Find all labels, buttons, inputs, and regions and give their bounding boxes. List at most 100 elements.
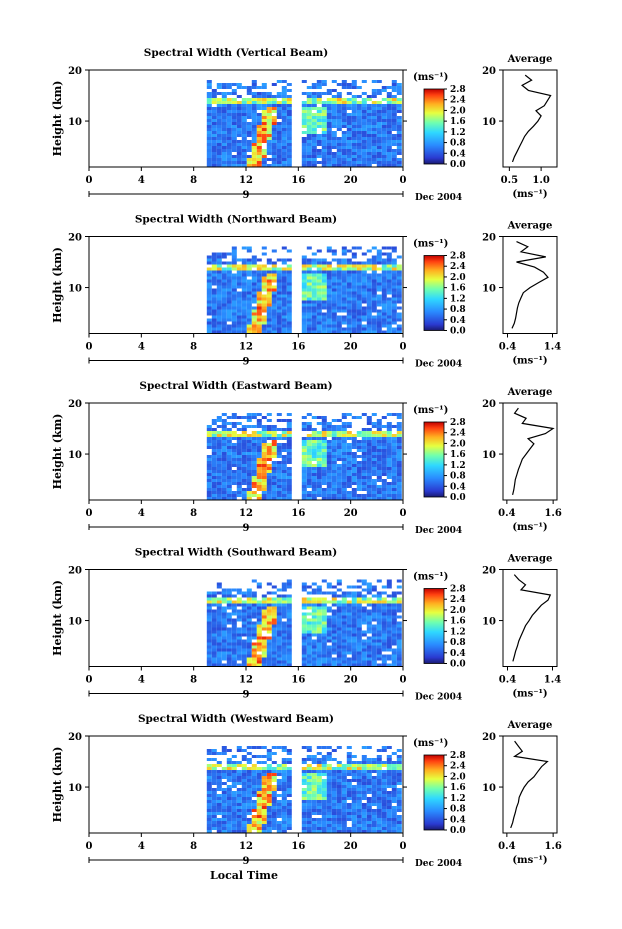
heatmap-cell xyxy=(356,761,362,764)
heatmap-cell xyxy=(221,791,227,794)
heatmap-cell xyxy=(366,249,372,253)
heatmap-cell xyxy=(251,80,257,83)
heatmap-cell xyxy=(266,618,272,622)
heatmap-cell xyxy=(221,110,227,113)
heatmap-cell xyxy=(321,122,327,125)
heatmap-cell xyxy=(326,615,332,619)
heatmap-cell xyxy=(361,98,367,101)
heatmap-cell xyxy=(376,288,382,292)
heatmap-cell xyxy=(326,794,332,797)
heatmap-cell xyxy=(286,324,292,328)
heatmap-cell xyxy=(346,639,352,643)
heatmap-cell xyxy=(386,458,392,461)
heatmap-cell xyxy=(281,621,287,625)
heatmap-cell xyxy=(271,597,277,601)
heatmap-cell xyxy=(341,636,347,640)
heatmap-cell xyxy=(286,140,292,143)
heatmap-cell xyxy=(271,291,277,295)
heatmap-cell xyxy=(396,128,402,131)
heatmap-cell xyxy=(341,446,347,449)
heatmap-cell xyxy=(366,98,372,101)
heatmap-cell xyxy=(346,615,352,619)
heatmap-cell xyxy=(266,324,272,328)
heatmap-cell xyxy=(356,648,362,652)
average-frame xyxy=(502,569,558,667)
avg-x-tick-label: 0.4 xyxy=(499,675,516,686)
heatmap-cell xyxy=(341,131,347,134)
heatmap-cell xyxy=(211,791,217,794)
heatmap-cell xyxy=(376,309,382,313)
heatmap-cell xyxy=(331,464,337,467)
heatmap-cell xyxy=(346,600,352,604)
heatmap-cell xyxy=(251,440,257,443)
heatmap-cell xyxy=(236,639,242,643)
heatmap-cell xyxy=(391,794,397,797)
heatmap-cell xyxy=(231,809,237,812)
heatmap-cell xyxy=(301,267,307,271)
heatmap-cell xyxy=(376,791,382,794)
heatmap-cell xyxy=(376,749,382,752)
heatmap-cell xyxy=(236,746,242,749)
heatmap-cell xyxy=(231,92,237,95)
heatmap-cell xyxy=(251,285,257,289)
heatmap-cell xyxy=(396,312,402,316)
heatmap-cell xyxy=(226,267,232,271)
heatmap-cell xyxy=(316,294,322,298)
heatmap-cell xyxy=(396,125,402,128)
heatmap-cell xyxy=(301,767,307,770)
heatmap-cell xyxy=(261,452,267,455)
heatmap-cell xyxy=(396,779,402,782)
heatmap-cell xyxy=(386,582,392,586)
heatmap-cell xyxy=(281,273,287,277)
heatmap-cell xyxy=(256,128,262,131)
heatmap-cell xyxy=(361,449,367,452)
heatmap-cell xyxy=(371,639,377,643)
heatmap-cell xyxy=(361,621,367,625)
heatmap-cell xyxy=(376,252,382,256)
heatmap-cell xyxy=(371,627,377,631)
heatmap-cell xyxy=(276,164,282,167)
heatmap-cell xyxy=(211,779,217,782)
heatmap-cell xyxy=(386,158,392,161)
heatmap-cell xyxy=(301,152,307,155)
heatmap-cell xyxy=(366,113,372,116)
heatmap-cell xyxy=(336,797,342,800)
heatmap-cell xyxy=(386,785,392,788)
average-profile-line xyxy=(511,241,549,329)
heatmap-cell xyxy=(391,83,397,86)
heatmap-cell xyxy=(396,803,402,806)
heatmap-cell xyxy=(301,497,307,500)
heatmap-cell xyxy=(216,98,222,101)
heatmap-cell xyxy=(241,425,247,428)
heatmap-cell xyxy=(341,297,347,301)
heatmap-cell xyxy=(351,309,357,313)
heatmap-cell xyxy=(336,630,342,634)
heatmap-cell xyxy=(336,318,342,322)
heatmap-cell xyxy=(326,431,332,434)
heatmap-cell xyxy=(391,591,397,595)
heatmap-cell xyxy=(216,797,222,800)
heatmap-cell xyxy=(341,294,347,298)
colorbar-tick-label: 1.6 xyxy=(450,117,466,127)
heatmap-cell xyxy=(206,491,212,494)
heatmap-cell xyxy=(341,818,347,821)
heatmap-cell xyxy=(376,276,382,280)
heatmap-cell xyxy=(236,119,242,122)
heatmap-cell xyxy=(286,485,292,488)
heatmap-cell xyxy=(256,318,262,322)
heatmap-cell xyxy=(376,600,382,604)
heatmap-cell xyxy=(286,282,292,286)
colorbar-tick-label: 2.8 xyxy=(450,418,466,428)
date-label: Dec 2004 xyxy=(415,193,462,203)
heatmap-cell xyxy=(281,746,287,749)
heatmap-cell xyxy=(261,761,267,764)
heatmap-cell xyxy=(221,300,227,304)
heatmap-cell xyxy=(321,612,327,616)
heatmap-cell xyxy=(221,639,227,643)
heatmap-cell xyxy=(351,327,357,331)
heatmap-cell xyxy=(341,101,347,104)
heatmap-cell xyxy=(331,140,337,143)
heatmap-cell xyxy=(301,758,307,761)
heatmap-cell xyxy=(311,315,317,319)
heatmap-cell xyxy=(336,657,342,661)
